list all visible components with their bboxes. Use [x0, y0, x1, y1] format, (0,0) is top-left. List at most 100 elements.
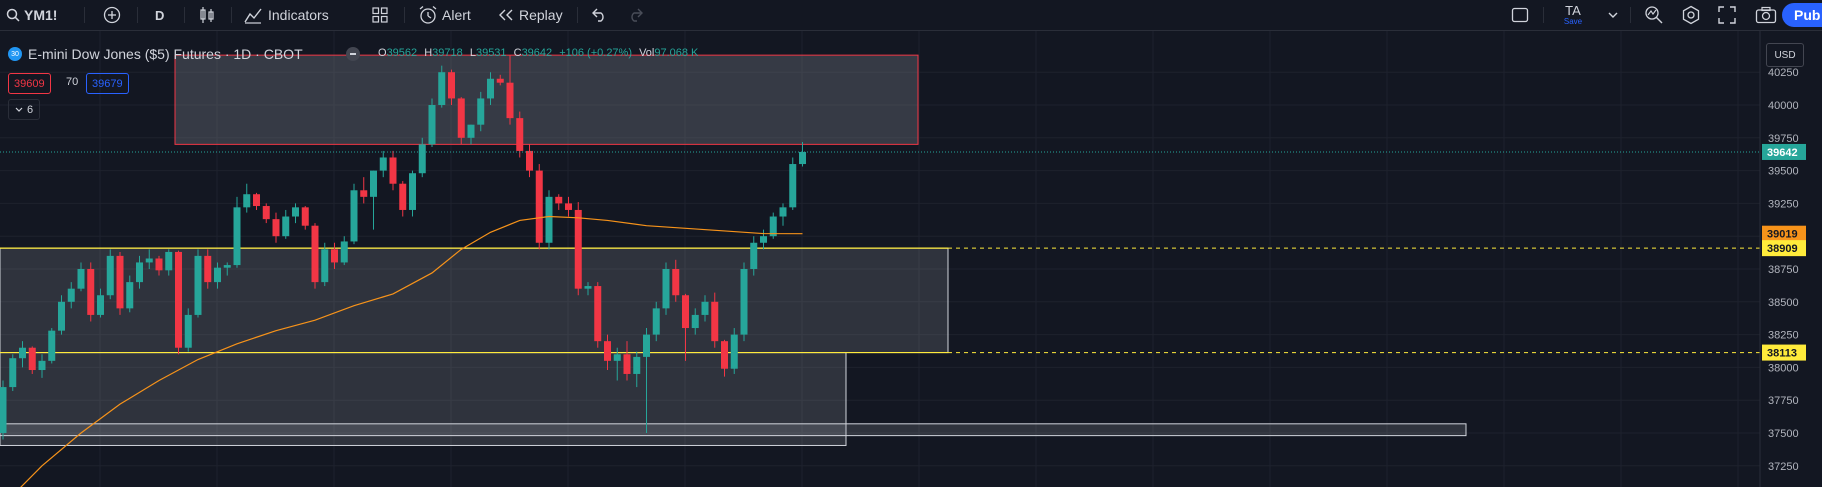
hide-legend-button[interactable]: [346, 47, 360, 61]
layout-menu-button[interactable]: [1608, 0, 1618, 30]
price-tick-label: 38500: [1768, 297, 1799, 309]
symbol-legend[interactable]: 30 E-mini Dow Jones ($5) Futures · 1D · …: [8, 44, 303, 64]
candle: [555, 194, 563, 210]
divider: [404, 7, 405, 23]
candle-body: [106, 255, 114, 296]
candle-body: [350, 190, 358, 242]
candle: [409, 170, 416, 217]
gear-icon: [1681, 5, 1701, 25]
zones-layer[interactable]: [0, 54, 1467, 446]
currency-selector[interactable]: USD: [1766, 43, 1804, 67]
chevron-down-icon: [1608, 11, 1618, 19]
indicators-button[interactable]: Indicators: [244, 0, 329, 30]
indicators-collapse-button[interactable]: 6: [8, 99, 41, 120]
top-toolbar: YM1! D Indicators Alert Replay: [0, 0, 1822, 31]
candle: [87, 262, 95, 322]
symbol-badge: 30: [8, 47, 22, 61]
candle-body: [223, 265, 231, 268]
candle: [106, 249, 114, 300]
last-price-label-text: 39642: [1767, 147, 1798, 159]
candle-body: [799, 151, 806, 165]
candle-body: [565, 203, 572, 210]
candle-body: [740, 269, 748, 335]
price-tick-label: 37250: [1768, 461, 1799, 473]
candle-body: [506, 82, 514, 119]
candle: [194, 249, 202, 318]
candle: [77, 262, 85, 292]
layout-name-button[interactable]: TA Save: [1558, 0, 1588, 30]
undo-button[interactable]: [590, 0, 608, 30]
candle-body: [214, 267, 221, 283]
interval-button[interactable]: D: [155, 7, 165, 23]
redo-button[interactable]: [627, 0, 645, 30]
zone-rectangle[interactable]: [0, 352, 847, 446]
candle: [340, 236, 348, 266]
candle: [145, 249, 153, 269]
sell-price-button[interactable]: 39609: [8, 73, 51, 94]
candle: [633, 351, 641, 388]
candle-body: [311, 225, 319, 283]
quick-search-button[interactable]: [1644, 0, 1664, 30]
replay-button[interactable]: Replay: [498, 0, 563, 30]
candle-body: [613, 354, 621, 361]
divider: [577, 7, 578, 23]
alert-label: Alert: [442, 7, 471, 23]
candle: [662, 262, 670, 315]
price-axis[interactable]: 4025040000397503950039250390003875038500…: [1759, 31, 1806, 487]
candle: [428, 98, 436, 147]
candle: [67, 282, 75, 309]
candle-body: [604, 341, 611, 361]
candle: [574, 202, 582, 296]
low-value: 39531: [475, 47, 507, 59]
last-price-label-bg: [1762, 143, 1806, 160]
candle: [311, 223, 319, 289]
candle-body: [623, 354, 631, 374]
buy-price-button[interactable]: 39679: [86, 73, 129, 94]
snapshot-button[interactable]: [1755, 0, 1777, 30]
publish-button[interactable]: Pub: [1782, 3, 1822, 27]
chart-type-button[interactable]: [198, 0, 216, 30]
candle: [672, 259, 680, 302]
templates-button[interactable]: [372, 0, 388, 30]
candle: [370, 170, 377, 230]
zone-rectangle[interactable]: [0, 423, 1467, 437]
price-tick-label: 37500: [1768, 428, 1799, 440]
level-price-label-text: 38909: [1767, 243, 1798, 255]
candle: [613, 347, 621, 381]
candle-body: [555, 196, 563, 204]
candle-body: [574, 209, 582, 289]
candle-body: [535, 170, 543, 243]
ohlc-values: O39562 H39718 L39531 C39642 +106 (+0.27%…: [378, 47, 702, 59]
alert-button[interactable]: Alert: [418, 0, 471, 30]
settings-button[interactable]: [1681, 0, 1701, 30]
indicators-icon: [244, 6, 262, 24]
candle: [730, 328, 738, 374]
moving-average-line[interactable]: [3, 215, 803, 487]
compare-button[interactable]: [103, 0, 121, 30]
candle: [496, 74, 504, 86]
candle-body: [769, 216, 777, 237]
candle: [175, 250, 182, 355]
candle: [155, 255, 163, 276]
level-lines[interactable]: [0, 247, 1760, 354]
candle-body: [272, 219, 280, 237]
symbol-search[interactable]: YM1!: [6, 0, 57, 30]
search-icon: [6, 8, 20, 22]
candle-body: [233, 207, 241, 266]
divider: [1630, 7, 1631, 23]
candle: [750, 236, 758, 276]
layout-toggle-button[interactable]: [1511, 0, 1529, 30]
price-tick-label: 37750: [1768, 395, 1799, 407]
zone-rectangle[interactable]: [174, 54, 919, 145]
price-chart[interactable]: 4025040000397503950039250390003875038500…: [0, 31, 1822, 487]
candle-body: [165, 251, 173, 271]
candles-layer: [0, 55, 806, 440]
candle: [204, 249, 212, 289]
candle: [526, 144, 533, 178]
candle-body: [487, 78, 494, 99]
candle-body: [126, 282, 134, 309]
candle: [282, 209, 290, 239]
fullscreen-button[interactable]: [1718, 0, 1736, 30]
camera-icon: [1755, 6, 1777, 24]
candle-body: [672, 269, 680, 296]
